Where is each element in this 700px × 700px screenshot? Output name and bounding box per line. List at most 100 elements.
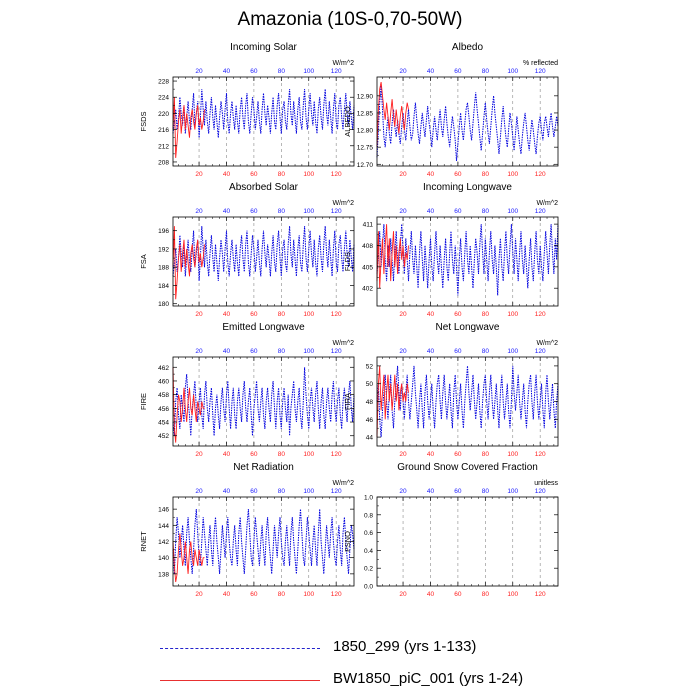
y-tick-label: 12.75 <box>357 145 374 152</box>
y-tick-label: 140 <box>158 555 169 562</box>
y-tick-label: 224 <box>158 95 169 102</box>
x-tick-label-top: 120 <box>331 208 342 215</box>
x-tick-label-top: 80 <box>482 348 490 355</box>
x-tick-label-top: 40 <box>223 348 231 355</box>
x-tick-label-top: 100 <box>303 208 314 215</box>
x-tick-label-bottom: 120 <box>535 591 546 598</box>
legend-label-1: 1850_299 (yrs 1-133) <box>333 638 477 655</box>
x-tick-label-top: 120 <box>331 488 342 495</box>
x-tick-label-bottom: 120 <box>331 311 342 318</box>
x-tick-label-top: 40 <box>427 208 435 215</box>
series-1850-299-line <box>376 85 559 161</box>
x-tick-label-top: 20 <box>195 348 203 355</box>
y-tick-label: 146 <box>158 507 169 514</box>
y-axis-label: FSNO <box>343 531 352 552</box>
panel-units: W/m^2 <box>332 200 354 207</box>
y-tick-label: 12.70 <box>357 162 374 169</box>
y-axis-label: FIRA <box>343 393 352 410</box>
x-tick-label-bottom: 60 <box>454 591 462 598</box>
x-tick-label-bottom: 40 <box>427 591 435 598</box>
x-tick-label-bottom: 20 <box>399 171 407 178</box>
x-tick-label-top: 80 <box>278 488 286 495</box>
x-tick-label-top: 20 <box>195 208 203 215</box>
series-1850-299-line <box>172 509 355 574</box>
x-tick-label-bottom: 80 <box>482 451 490 458</box>
y-axis-label: FSDS <box>139 111 148 131</box>
panel-title: Albedo <box>452 42 484 53</box>
y-axis-label: RNET <box>139 531 148 552</box>
x-tick-label-bottom: 100 <box>507 171 518 178</box>
y-tick-label: 50 <box>366 381 374 388</box>
x-tick-label-top: 60 <box>250 488 258 495</box>
y-tick-label: 188 <box>158 265 169 272</box>
y-tick-label: 192 <box>158 246 169 253</box>
y-tick-label: 411 <box>363 222 374 229</box>
x-tick-label-top: 80 <box>278 208 286 215</box>
x-tick-label-bottom: 80 <box>482 311 490 318</box>
x-tick-label-top: 20 <box>195 488 203 495</box>
y-tick-label: 402 <box>362 286 373 293</box>
x-tick-label-bottom: 60 <box>454 451 462 458</box>
legend-line-dashed <box>160 648 320 649</box>
x-tick-label-top: 120 <box>535 68 546 75</box>
panel-title: Net Radiation <box>233 462 294 473</box>
x-tick-label-top: 60 <box>454 208 462 215</box>
x-tick-label-top: 60 <box>454 488 462 495</box>
plot-frame <box>376 496 559 587</box>
y-tick-label: 44 <box>366 435 374 442</box>
x-tick-label-bottom: 80 <box>278 591 286 598</box>
x-tick-label-top: 20 <box>399 68 407 75</box>
x-tick-label-top: 100 <box>507 488 518 495</box>
y-tick-label: 184 <box>158 283 169 290</box>
panel-units: W/m^2 <box>332 60 354 67</box>
x-tick-label-top: 60 <box>250 68 258 75</box>
x-tick-label-bottom: 60 <box>250 311 258 318</box>
x-tick-label-bottom: 40 <box>427 451 435 458</box>
series-1850-299-line <box>172 226 355 281</box>
x-tick-label-bottom: 20 <box>399 591 407 598</box>
panel-units: unitless <box>534 480 558 487</box>
y-tick-label: 208 <box>158 159 169 166</box>
x-tick-label-bottom: 100 <box>303 591 314 598</box>
y-tick-label: 12.80 <box>357 128 374 135</box>
panel-1: Albedo % reflected 12.70 12.75 12.80 12.85 12.… <box>343 42 559 178</box>
x-tick-label-top: 100 <box>507 208 518 215</box>
x-tick-label-top: 120 <box>331 68 342 75</box>
x-tick-label-bottom: 120 <box>331 451 342 458</box>
panel-7: Ground Snow Covered Fraction unitless 0.0 0… <box>343 462 559 598</box>
x-tick-label-top: 40 <box>223 208 231 215</box>
x-tick-label-top: 100 <box>303 488 314 495</box>
x-tick-label-bottom: 100 <box>303 311 314 318</box>
x-tick-label-top: 80 <box>278 348 286 355</box>
y-axis-label: FIRE <box>139 393 148 410</box>
series-1850-299-line <box>172 367 355 436</box>
y-tick-label: 228 <box>158 79 169 86</box>
x-tick-label-bottom: 80 <box>482 171 490 178</box>
panel-title: Incoming Solar <box>230 42 297 53</box>
x-tick-label-top: 100 <box>303 348 314 355</box>
x-tick-label-bottom: 40 <box>427 311 435 318</box>
x-tick-label-bottom: 100 <box>303 451 314 458</box>
plot-frame <box>376 216 559 307</box>
panel-title: Incoming Longwave <box>423 182 512 193</box>
x-tick-label-bottom: 40 <box>427 171 435 178</box>
x-tick-label-bottom: 120 <box>535 311 546 318</box>
x-tick-label-bottom: 120 <box>331 171 342 178</box>
y-tick-label: 0.6 <box>364 530 373 537</box>
x-tick-label-bottom: 20 <box>195 311 203 318</box>
panel-units: W/m^2 <box>332 340 354 347</box>
y-tick-label: 452 <box>158 433 169 440</box>
x-tick-label-top: 80 <box>482 68 490 75</box>
y-tick-label: 408 <box>362 243 373 250</box>
panel-4: Emitted Longwave W/m^2 452 454 456 458 460 462 2… <box>139 322 355 458</box>
y-tick-label: 46 <box>366 417 374 424</box>
series-bw1850-line <box>376 365 409 438</box>
panel-units: % reflected <box>523 60 558 67</box>
panel-units: W/m^2 <box>332 480 354 487</box>
legend-entry-2: BW1850_piC_001 (yrs 1-24) <box>160 670 580 690</box>
y-tick-label: 456 <box>158 406 169 413</box>
x-tick-label-top: 20 <box>399 488 407 495</box>
x-tick-label-bottom: 120 <box>331 591 342 598</box>
figure-title: Amazonia (10S-0,70-50W) <box>237 9 463 30</box>
panel-6: Net Radiation W/m^2 138 140 142 144 146 20 40 60 8… <box>139 462 355 598</box>
